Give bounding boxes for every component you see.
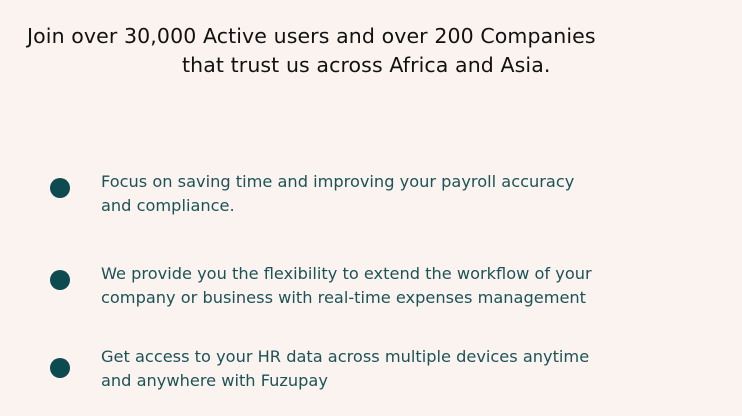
feature-text-line-1: We provide you the flexibility to extend… [101,264,592,283]
bullet-dot-icon [50,358,70,378]
feature-text-line-2: and anywhere with Fuzupay [101,371,328,390]
feature-text: Focus on saving time and improving your … [101,170,721,218]
feature-text-line-1: Focus on saving time and improving your … [101,172,575,191]
feature-text-line-1: Get access to your HR data across multip… [101,347,590,366]
feature-text: We provide you the flexibility to extend… [101,262,721,310]
bullet-dot-icon [50,178,70,198]
headline: Join over 30,000 Active users and over 2… [0,22,640,80]
feature-text: Get access to your HR data across multip… [101,345,721,393]
bullet-dot-icon [50,270,70,290]
headline-line-1: Join over 30,000 Active users and over 2… [27,24,596,48]
feature-text-line-2: company or business with real-time expen… [101,288,587,307]
feature-text-line-2: and compliance. [101,196,235,215]
headline-line-2: that trust us across Africa and Asia. [182,53,551,77]
